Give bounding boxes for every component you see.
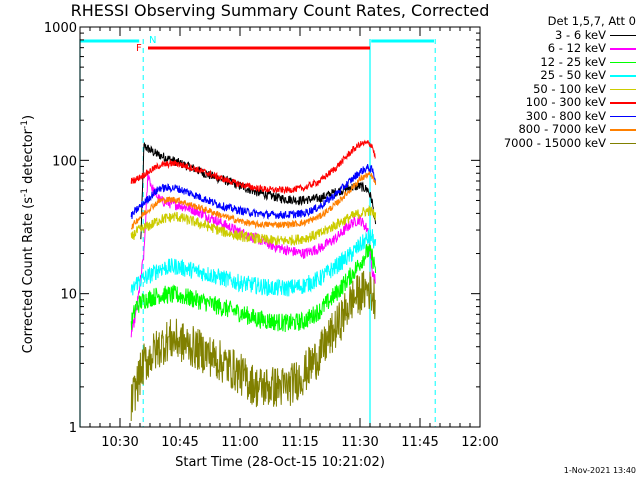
- y-tick-label-3: 1000: [44, 21, 77, 36]
- legend-swatch-2: [610, 61, 636, 63]
- legend-swatch-5: [610, 102, 636, 104]
- x-tick-label-0: 10:30: [101, 435, 138, 450]
- series-line-6: [130, 163, 377, 220]
- legend-swatch-3: [610, 75, 636, 77]
- legend-label-8: 7000 - 15000 keV: [503, 135, 606, 150]
- series-line-8: [130, 270, 376, 422]
- y-axis-label: Corrected Count Rate (s-1 detector-1): [19, 114, 37, 354]
- x-tick-label-6: 12:00: [461, 435, 498, 450]
- y-tick-label-2: 100: [52, 154, 77, 169]
- legend-item-2: 12 - 25 keV: [480, 55, 638, 69]
- legend-label-7: 800 - 7000 keV: [518, 122, 606, 136]
- x-tick-label-5: 11:45: [401, 435, 438, 450]
- x-tick-label-3: 11:15: [281, 435, 318, 450]
- legend-label-0: 3 - 6 keV: [555, 27, 606, 42]
- legend-label-4: 50 - 100 keV: [533, 81, 606, 96]
- legend-swatch-7: [610, 129, 636, 131]
- series-line-2: [130, 243, 377, 333]
- series-line-5: [130, 139, 376, 195]
- legend-label-1: 6 - 12 keV: [547, 41, 606, 55]
- legend-entries: 3 - 6 keV 6 - 12 keV 12 - 25 keV 25 - 50 ke…: [480, 28, 638, 150]
- series-line-7: [130, 171, 377, 230]
- legend-item-0: 3 - 6 keV: [480, 28, 638, 42]
- legend-header: Det 1,5,7, Att 0: [547, 14, 636, 28]
- y-tick-label-0: 1: [69, 421, 77, 436]
- legend-header-row: Det 1,5,7, Att 0: [480, 14, 638, 28]
- series-line-3: [130, 229, 377, 297]
- x-axis-label: Start Time (28-Oct-15 10:21:02): [175, 455, 385, 470]
- series-line-4: [130, 204, 377, 246]
- night-label: N: [149, 35, 156, 46]
- legend-label-3: 25 - 50 keV: [540, 68, 606, 82]
- flare-label: F: [136, 43, 142, 54]
- legend-swatch-4: [610, 88, 636, 90]
- y-tick-label-1: 10: [60, 288, 77, 303]
- x-tick-label-2: 11:00: [221, 435, 258, 450]
- legend-item-7: 800 - 7000 keV: [480, 122, 638, 136]
- legend-item-3: 25 - 50 keV: [480, 68, 638, 82]
- legend-swatch-1: [610, 48, 636, 50]
- legend-swatch-8: [610, 142, 636, 144]
- legend-item-4: 50 - 100 keV: [480, 82, 638, 96]
- legend-item-5: 100 - 300 keV: [480, 95, 638, 109]
- x-tick-label-4: 11:30: [341, 435, 378, 450]
- legend-label-5: 100 - 300 keV: [525, 95, 606, 109]
- footer-stamp: 1-Nov-2021 13:40: [563, 466, 636, 475]
- legend-swatch-0: [610, 34, 636, 36]
- legend-label-6: 300 - 800 keV: [525, 108, 606, 123]
- legend-label-2: 12 - 25 keV: [540, 54, 606, 69]
- x-tick-label-1: 10:45: [161, 435, 198, 450]
- legend: Det 1,5,7, Att 0 3 - 6 keV 6 - 12 keV 12 -…: [480, 14, 638, 150]
- chart-title: RHESSI Observing Summary Count Rates, Co…: [70, 1, 490, 20]
- legend-item-8: 7000 - 15000 keV: [480, 136, 638, 150]
- legend-item-1: 6 - 12 keV: [480, 41, 638, 55]
- legend-swatch-6: [610, 115, 636, 117]
- legend-item-6: 300 - 800 keV: [480, 109, 638, 123]
